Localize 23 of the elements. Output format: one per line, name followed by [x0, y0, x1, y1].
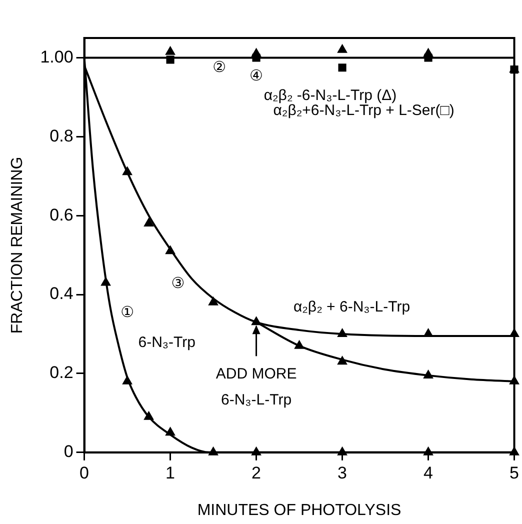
y-tick-label: 0.2	[50, 363, 74, 382]
y-tick-label: 0.4	[50, 284, 74, 304]
annotation: α₂β₂+6-N₃-L-Trp + L-Ser(□)	[273, 102, 454, 120]
annotation: ①	[120, 304, 134, 322]
y-tick-label: 0.6	[50, 205, 74, 224]
x-tick-label: 0	[80, 463, 90, 482]
y-tick-label: 0.8	[50, 126, 74, 146]
annotation: α₂β₂ -6-N₃-L-Trp (Δ)	[264, 87, 397, 104]
annotation: ④	[250, 67, 264, 84]
x-tick-label: 1	[166, 463, 176, 482]
x-tick-label: 2	[252, 463, 262, 482]
annotation: ③	[171, 275, 185, 292]
annotation: 6-N₃-Trp	[138, 334, 196, 352]
annotation: α₂β₂ + 6-N₃-L-Trp	[293, 298, 410, 316]
y-tick-label: 0	[64, 442, 74, 462]
x-tick-label: 4	[424, 463, 434, 482]
x-tick-label: 3	[338, 463, 348, 482]
x-axis-title: MINUTES OF PHOTOLYSIS	[197, 502, 402, 519]
y-axis-title: FRACTION REMAINING	[9, 156, 26, 334]
x-tick-label: 5	[510, 463, 520, 482]
annotation: ADD MORE 6-N₃-L-Trp	[216, 365, 297, 408]
y-tick-label: 1.00	[40, 47, 74, 66]
annotation: ②	[212, 59, 226, 76]
